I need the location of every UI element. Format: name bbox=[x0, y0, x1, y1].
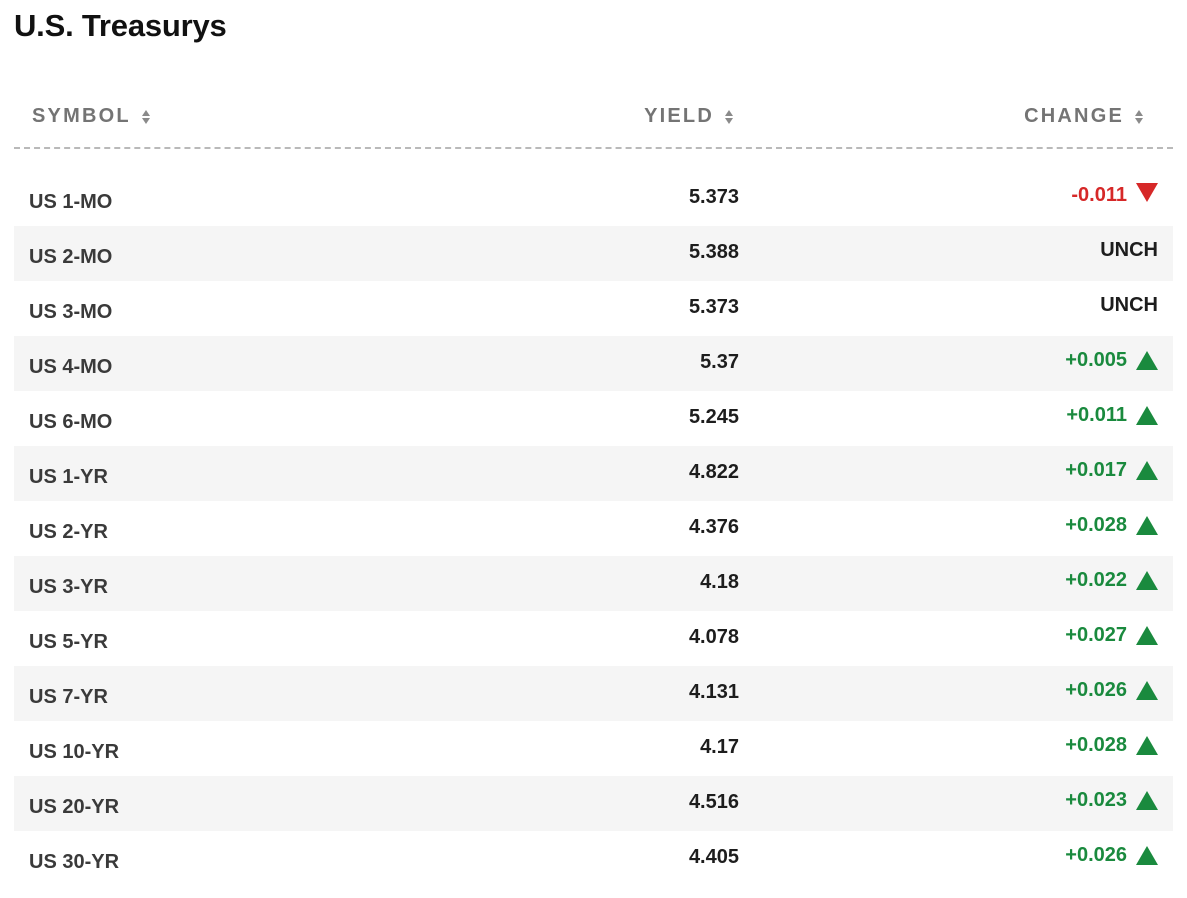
yield-value: 5.373 bbox=[688, 296, 739, 318]
triangle-up-icon bbox=[1136, 681, 1158, 700]
table-row: US 20-YR 4.516 +0.023 bbox=[14, 776, 1173, 831]
yield-value: 4.131 bbox=[688, 681, 739, 703]
symbol-link[interactable]: US 2-MO bbox=[29, 246, 113, 268]
table-row: US 10-YR 4.17 +0.028 bbox=[14, 721, 1173, 776]
yield-value: 4.822 bbox=[688, 461, 739, 483]
yield-value: 4.078 bbox=[688, 626, 739, 648]
yield-value: 4.17 bbox=[700, 736, 739, 758]
table-row: US 1-MO 5.373 -0.011 bbox=[14, 171, 1173, 226]
change-column-header[interactable]: CHANGE bbox=[1024, 105, 1143, 128]
table-body: US 1-MO 5.373 -0.011 US 2-MO 5.388 UNCH … bbox=[14, 171, 1173, 886]
triangle-up-icon bbox=[1136, 406, 1158, 425]
triangle-up-icon bbox=[1136, 736, 1158, 755]
symbol-link[interactable]: US 7-YR bbox=[29, 686, 108, 708]
triangle-up-icon bbox=[1136, 791, 1158, 810]
change-cell: +0.026 bbox=[1065, 844, 1158, 867]
symbol-link[interactable]: US 30-YR bbox=[29, 851, 120, 873]
change-cell: +0.011 bbox=[1066, 404, 1158, 427]
change-value: +0.005 bbox=[1065, 349, 1127, 371]
table-row: US 4-MO 5.37 +0.005 bbox=[14, 336, 1173, 391]
change-cell: +0.005 bbox=[1065, 349, 1158, 372]
symbol-link[interactable]: US 3-YR bbox=[29, 576, 108, 598]
page-title: U.S. Treasurys bbox=[14, 8, 227, 43]
yield-column-header[interactable]: YIELD bbox=[644, 105, 733, 128]
symbol-link[interactable]: US 2-YR bbox=[29, 521, 108, 543]
change-column-label: CHANGE bbox=[1024, 105, 1124, 127]
table-row: US 6-MO 5.245 +0.011 bbox=[14, 391, 1173, 446]
change-cell: +0.028 bbox=[1065, 514, 1158, 537]
change-cell: UNCH bbox=[1100, 239, 1158, 262]
table-row: US 3-MO 5.373 UNCH bbox=[14, 281, 1173, 336]
yield-value: 5.37 bbox=[700, 351, 739, 373]
change-value: +0.017 bbox=[1065, 459, 1127, 481]
treasury-table: SYMBOL YIELD CHANGE US 1-MO 5.373 -0.011… bbox=[14, 90, 1173, 873]
triangle-up-icon bbox=[1136, 516, 1158, 535]
table-row: US 30-YR 4.405 +0.026 bbox=[14, 831, 1173, 886]
change-value: +0.027 bbox=[1065, 624, 1127, 646]
change-cell: +0.028 bbox=[1065, 734, 1158, 757]
symbol-link[interactable]: US 5-YR bbox=[29, 631, 108, 653]
triangle-up-icon bbox=[1136, 571, 1158, 590]
change-value: +0.023 bbox=[1065, 789, 1127, 811]
change-cell: +0.022 bbox=[1065, 569, 1158, 592]
triangle-up-icon bbox=[1136, 461, 1158, 480]
change-cell: -0.011 bbox=[1071, 183, 1158, 207]
change-value: -0.011 bbox=[1071, 184, 1127, 206]
change-cell: +0.026 bbox=[1065, 679, 1158, 702]
sort-icon[interactable] bbox=[141, 109, 150, 124]
yield-value: 4.405 bbox=[688, 846, 739, 868]
symbol-link[interactable]: US 3-MO bbox=[29, 301, 113, 323]
change-value: +0.011 bbox=[1066, 404, 1127, 426]
sort-icon[interactable] bbox=[1135, 109, 1143, 124]
symbol-link[interactable]: US 1-YR bbox=[29, 466, 108, 488]
symbol-link[interactable]: US 10-YR bbox=[29, 741, 120, 763]
change-cell: UNCH bbox=[1100, 294, 1158, 317]
table-row: US 3-YR 4.18 +0.022 bbox=[14, 556, 1173, 611]
triangle-up-icon bbox=[1136, 626, 1158, 645]
table-row: US 1-YR 4.822 +0.017 bbox=[14, 446, 1173, 501]
triangle-up-icon bbox=[1136, 846, 1158, 865]
triangle-up-icon bbox=[1136, 351, 1158, 370]
change-value: UNCH bbox=[1100, 294, 1158, 316]
change-value: UNCH bbox=[1100, 239, 1158, 261]
symbol-link[interactable]: US 4-MO bbox=[29, 356, 113, 378]
yield-column-label: YIELD bbox=[644, 105, 714, 127]
yield-value: 4.376 bbox=[688, 516, 739, 538]
table-header: SYMBOL YIELD CHANGE bbox=[14, 90, 1173, 149]
table-row: US 7-YR 4.131 +0.026 bbox=[14, 666, 1173, 721]
change-value: +0.028 bbox=[1065, 734, 1127, 756]
symbol-link[interactable]: US 20-YR bbox=[29, 796, 120, 818]
sort-icon[interactable] bbox=[725, 109, 733, 124]
change-value: +0.022 bbox=[1065, 569, 1127, 591]
table-row: US 2-MO 5.388 UNCH bbox=[14, 226, 1173, 281]
yield-value: 5.388 bbox=[688, 241, 739, 263]
symbol-column-header[interactable]: SYMBOL bbox=[32, 105, 150, 128]
yield-value: 5.245 bbox=[688, 406, 739, 428]
change-value: +0.028 bbox=[1065, 514, 1127, 536]
symbol-column-label: SYMBOL bbox=[32, 105, 131, 127]
triangle-down-icon bbox=[1136, 183, 1158, 202]
table-row: US 5-YR 4.078 +0.027 bbox=[14, 611, 1173, 666]
change-value: +0.026 bbox=[1065, 844, 1127, 866]
change-cell: +0.027 bbox=[1065, 624, 1158, 647]
change-cell: +0.023 bbox=[1065, 789, 1158, 812]
change-value: +0.026 bbox=[1065, 679, 1127, 701]
symbol-link[interactable]: US 1-MO bbox=[29, 191, 113, 213]
symbol-link[interactable]: US 6-MO bbox=[29, 411, 113, 433]
yield-value: 4.516 bbox=[688, 791, 739, 813]
yield-value: 4.18 bbox=[700, 571, 739, 593]
change-cell: +0.017 bbox=[1065, 459, 1158, 482]
yield-value: 5.373 bbox=[688, 186, 739, 208]
table-row: US 2-YR 4.376 +0.028 bbox=[14, 501, 1173, 556]
